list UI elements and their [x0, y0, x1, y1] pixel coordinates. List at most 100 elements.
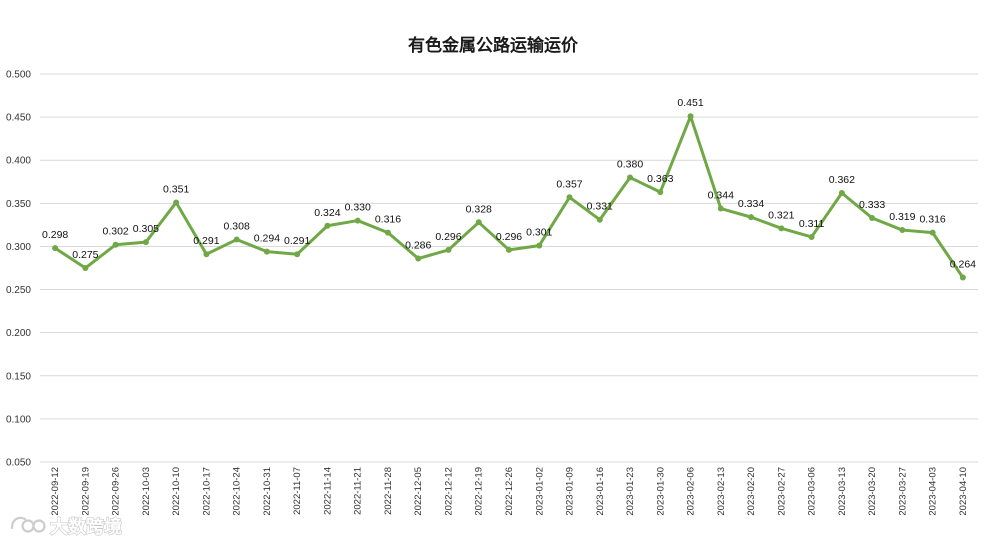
data-label: 0.330 — [345, 202, 371, 214]
y-tick-label: 0.050 — [6, 458, 31, 469]
series-line — [53, 114, 965, 279]
x-tick-label: 2022-12-12 — [443, 467, 454, 516]
y-tick-label: 0.250 — [6, 285, 31, 296]
x-axis: 2022-09-12 2022-09-19 2022-09-26 2022-10-03… — [50, 467, 969, 516]
data-label: 0.291 — [193, 235, 219, 247]
data-label: 0.321 — [768, 209, 794, 221]
data-label: 0.324 — [314, 207, 340, 219]
data-label: 0.298 — [42, 229, 68, 241]
data-point — [748, 214, 755, 221]
data-point — [869, 214, 876, 221]
x-tick-label: 2022-10-03 — [141, 467, 152, 516]
data-label: 0.316 — [919, 214, 945, 226]
y-tick-label: 0.400 — [6, 156, 31, 167]
x-tick-label: 2022-09-19 — [80, 467, 91, 516]
x-tick-label: 2022-12-26 — [504, 467, 515, 516]
data-point — [959, 274, 966, 281]
x-tick-label: 2022-11-21 — [353, 467, 364, 515]
data-label: 0.301 — [526, 227, 552, 239]
x-tick-label: 2022-10-17 — [201, 467, 212, 516]
x-tick-label: 2022-12-05 — [413, 467, 424, 516]
series — [52, 113, 966, 281]
data-point — [173, 199, 180, 206]
x-tick-label: 2023-04-10 — [958, 467, 969, 516]
x-tick-label: 2023-03-20 — [867, 467, 878, 516]
data-point — [384, 229, 391, 236]
data-point — [506, 246, 512, 253]
x-tick-label: 2023-01-16 — [595, 467, 606, 516]
data-point — [354, 217, 361, 224]
x-tick-label: 2022-10-31 — [262, 467, 273, 516]
data-label: 0.362 — [829, 174, 855, 186]
watermark-text: 大数跨境 — [50, 516, 122, 538]
y-tick-label: 0.450 — [6, 113, 31, 124]
x-tick-label: 2023-02-27 — [776, 467, 787, 516]
x-tick-label: 2023-03-27 — [897, 467, 908, 516]
x-tick-label: 2023-01-09 — [565, 467, 576, 516]
data-point — [596, 216, 603, 223]
x-tick-label: 2022-11-07 — [292, 467, 303, 515]
data-labels: 0.298 0.275 0.302 0.305 0.351 0.291 0.308 0.294… — [42, 97, 976, 270]
data-point — [778, 225, 785, 232]
data-label: 0.334 — [738, 198, 764, 210]
data-label: 0.351 — [163, 183, 189, 195]
data-point — [717, 205, 724, 212]
x-tick-label: 2022-11-14 — [322, 467, 333, 515]
gridlines — [40, 73, 978, 463]
x-tick-label: 2023-03-06 — [807, 467, 818, 516]
x-tick-label: 2022-09-26 — [111, 467, 122, 516]
data-label: 0.311 — [799, 218, 825, 230]
data-point — [566, 194, 573, 201]
data-label: 0.286 — [405, 240, 431, 252]
x-tick-label: 2022-12-19 — [474, 467, 485, 516]
data-point — [142, 239, 149, 246]
data-point — [536, 242, 543, 249]
data-point — [112, 241, 119, 248]
x-tick-label: 2023-03-13 — [837, 467, 848, 516]
data-label: 0.308 — [224, 221, 250, 233]
data-label: 0.451 — [677, 97, 703, 109]
brand-logo-icon — [10, 516, 46, 533]
data-label: 0.319 — [889, 211, 915, 223]
data-point — [445, 246, 452, 253]
x-tick-label: 2023-02-06 — [686, 467, 697, 516]
data-point — [52, 245, 59, 252]
data-label: 0.333 — [859, 199, 885, 211]
data-point — [233, 236, 240, 243]
data-label: 0.305 — [133, 223, 159, 235]
x-tick-label: 2023-02-13 — [716, 467, 727, 516]
x-tick-label: 2022-09-12 — [50, 467, 61, 516]
data-label: 0.344 — [708, 190, 734, 202]
data-point — [415, 255, 422, 262]
data-label: 0.296 — [435, 231, 461, 243]
data-point — [263, 248, 270, 255]
data-point — [203, 251, 210, 258]
data-point — [687, 113, 694, 120]
data-point — [82, 265, 89, 271]
y-tick-label: 0.200 — [6, 328, 31, 339]
data-label: 0.316 — [375, 214, 401, 226]
data-point — [808, 233, 815, 240]
data-label: 0.275 — [72, 249, 98, 261]
data-point — [657, 189, 664, 196]
x-tick-label: 2022-11-28 — [383, 467, 394, 515]
data-point — [475, 219, 482, 226]
data-label: 0.380 — [617, 158, 643, 170]
data-point — [838, 189, 845, 196]
x-tick-label: 2022-10-24 — [232, 467, 243, 516]
data-label: 0.328 — [466, 203, 492, 215]
data-label: 0.264 — [950, 258, 976, 270]
x-tick-label: 2022-10-10 — [171, 467, 182, 516]
data-point — [929, 229, 936, 236]
y-tick-label: 0.100 — [6, 414, 31, 425]
data-label: 0.294 — [254, 233, 280, 245]
y-tick-label: 0.350 — [6, 199, 31, 210]
y-tick-label: 0.150 — [6, 371, 31, 382]
watermark: 大数跨境 — [10, 515, 123, 539]
y-tick-label: 0.300 — [6, 242, 31, 253]
x-tick-label: 2023-01-23 — [625, 467, 636, 516]
x-tick-label: 2023-02-20 — [746, 467, 757, 516]
data-label: 0.291 — [284, 235, 310, 247]
data-label: 0.331 — [587, 201, 613, 213]
